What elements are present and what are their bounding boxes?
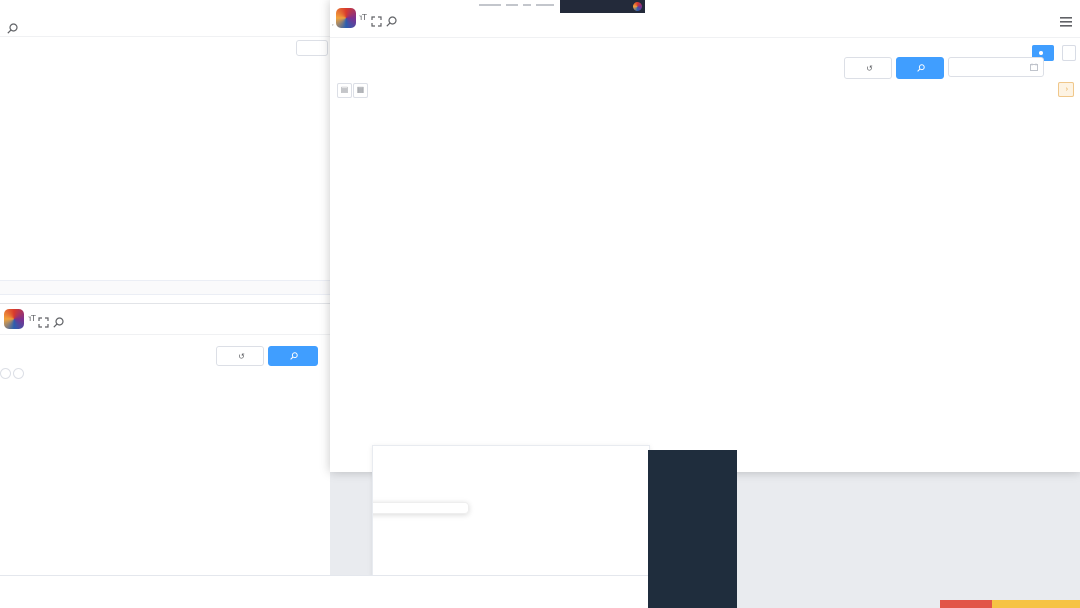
device-radar-window: Tr ↻ [0, 303, 330, 608]
taskbar-yellow[interactable] [992, 600, 1080, 608]
pie-chart [336, 96, 636, 288]
reset-button[interactable]: ↻ [844, 57, 892, 79]
cargo-stats-window [0, 0, 330, 312]
tab-home[interactable] [1062, 45, 1076, 61]
vessel-stats-strip [0, 575, 648, 608]
reset-button-fragment[interactable] [296, 40, 328, 56]
chart-tooltip [372, 502, 469, 514]
donut-chart-window [372, 445, 650, 577]
tool-circle-icon[interactable] [0, 368, 11, 379]
tool-circle-icon[interactable] [13, 368, 24, 379]
app-logo[interactable] [4, 309, 24, 329]
hamburger-icon[interactable] [1060, 13, 1072, 31]
background-window-fragment [462, 0, 560, 9]
reset-button[interactable]: ↻ [216, 346, 264, 366]
radar-chart [6, 408, 320, 598]
font-size-icon[interactable]: Tr [359, 12, 367, 22]
taskbar-red[interactable] [940, 600, 992, 608]
divider [0, 36, 330, 37]
mini-trend-chart [248, 90, 330, 260]
nav-sidebar [648, 450, 737, 608]
tab-active-dot [1038, 51, 1043, 55]
divider [0, 334, 330, 335]
refresh-icon: ↻ [866, 63, 873, 73]
main-window-header: Tr , [330, 0, 1080, 37]
divider [330, 37, 1080, 38]
bar-chart [844, 96, 1074, 288]
app-logo [633, 2, 642, 11]
search-icon [290, 352, 299, 360]
search-icon[interactable] [386, 13, 397, 31]
calendar-icon [1030, 63, 1038, 72]
expand-icon[interactable] [38, 314, 49, 332]
polar-bar-chart [0, 40, 250, 292]
font-size-icon[interactable]: Tr [28, 313, 36, 323]
refresh-icon: ↻ [238, 351, 245, 361]
collapse-tag[interactable]: ‹ [1057, 82, 1074, 97]
breadcrumb [1040, 13, 1052, 23]
header-mark: , [331, 18, 334, 27]
search-button[interactable] [268, 346, 318, 366]
search-icon[interactable] [53, 314, 64, 332]
app-logo[interactable] [336, 8, 356, 28]
chevron-left-icon: ‹ [1065, 86, 1068, 93]
top-navbar-fragment [560, 0, 645, 13]
search-button[interactable] [896, 57, 944, 79]
tabs-bar [1028, 40, 1076, 61]
main-dashboard-window: Tr , ↻ ‹ ▦ ▤ [330, 0, 1080, 472]
search-icon [917, 64, 926, 72]
search-icon[interactable] [7, 20, 18, 38]
expand-icon[interactable] [371, 13, 382, 31]
date-input[interactable] [948, 57, 1044, 77]
